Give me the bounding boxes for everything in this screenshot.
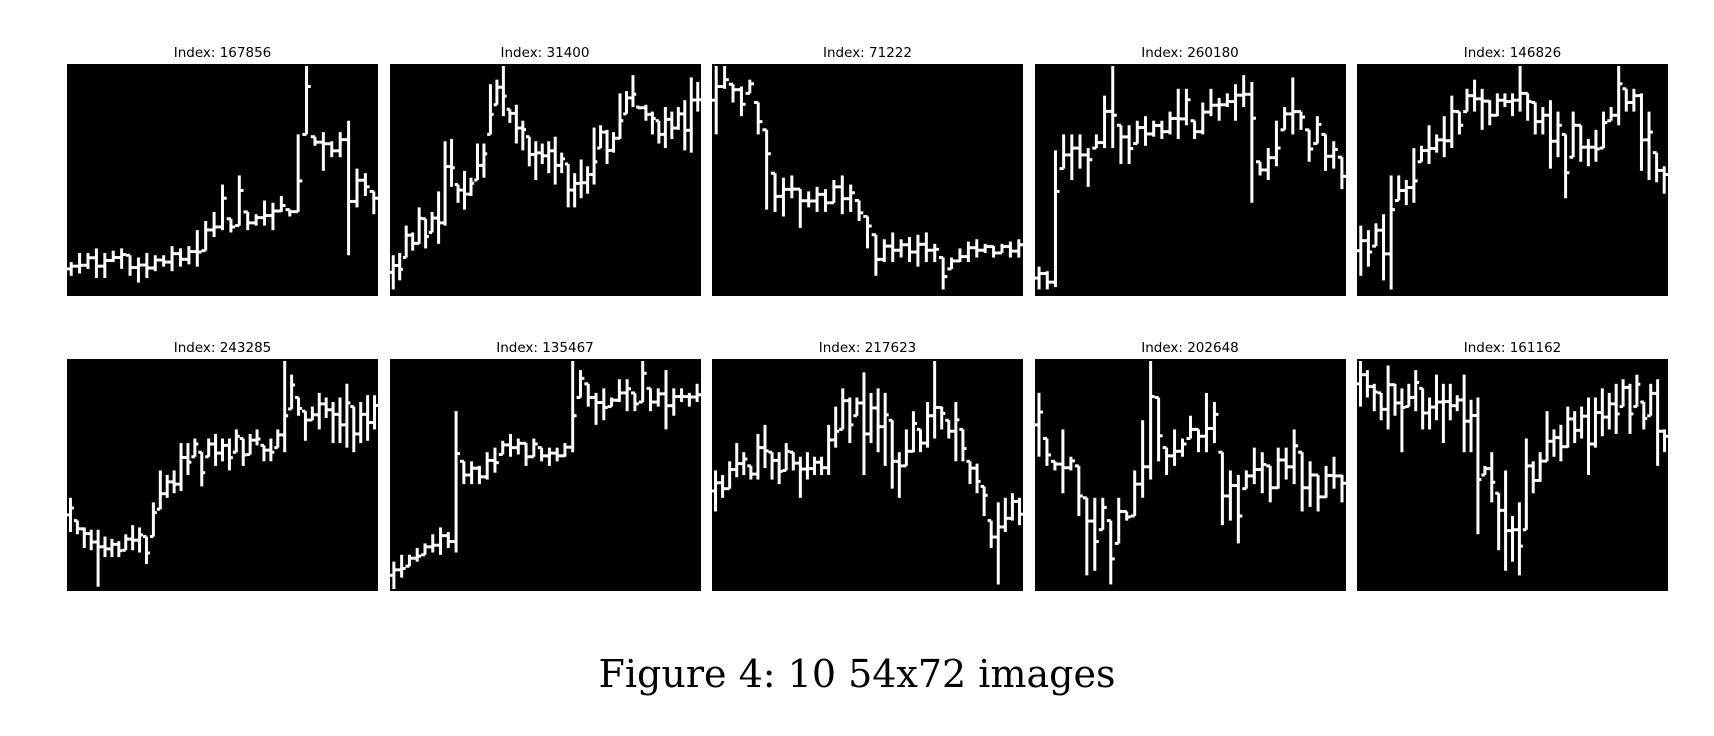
panel-title: Index: 167856 xyxy=(173,45,272,61)
chart-panel: Index: 71222 xyxy=(712,45,1023,296)
ohlc-image xyxy=(67,359,378,591)
ohlc-image xyxy=(389,359,701,591)
ohlc-image xyxy=(389,64,701,296)
ohlc-image xyxy=(712,64,1023,296)
chart-panel: Index: 135467 xyxy=(389,340,701,591)
chart-panel: Index: 243285 xyxy=(67,340,378,591)
panel-title: Index: 161162 xyxy=(1463,340,1562,356)
ohlc-image xyxy=(1357,359,1668,591)
image-background xyxy=(1034,359,1346,591)
panel-title: Index: 202648 xyxy=(1141,340,1239,356)
figure-caption: Figure 4: 10 54x72 images xyxy=(598,652,1116,696)
panel-title: Index: 71222 xyxy=(823,45,912,61)
image-background xyxy=(712,64,1023,296)
chart-panel: Index: 167856 xyxy=(67,45,378,296)
image-background xyxy=(389,64,701,296)
chart-panel: Index: 31400 xyxy=(389,45,701,296)
chart-panel: Index: 217623 xyxy=(712,340,1023,591)
panel-title: Index: 135467 xyxy=(496,340,594,356)
panel-title: Index: 260180 xyxy=(1141,45,1239,61)
ohlc-image xyxy=(1034,64,1346,296)
panel-title: Index: 31400 xyxy=(500,45,590,61)
image-background xyxy=(389,359,701,591)
chart-panel: Index: 202648 xyxy=(1034,340,1346,591)
chart-panel: Index: 260180 xyxy=(1034,45,1346,296)
ohlc-image xyxy=(1034,359,1346,591)
panel-title: Index: 146826 xyxy=(1463,45,1562,61)
ohlc-image xyxy=(1357,64,1668,296)
ohlc-image xyxy=(67,64,378,296)
ohlc-image xyxy=(712,359,1023,591)
chart-panel: Index: 161162 xyxy=(1357,340,1668,591)
panel-title: Index: 243285 xyxy=(173,340,272,356)
image-background xyxy=(67,359,378,591)
chart-panel: Index: 146826 xyxy=(1357,45,1668,296)
panel-title: Index: 217623 xyxy=(818,340,917,356)
